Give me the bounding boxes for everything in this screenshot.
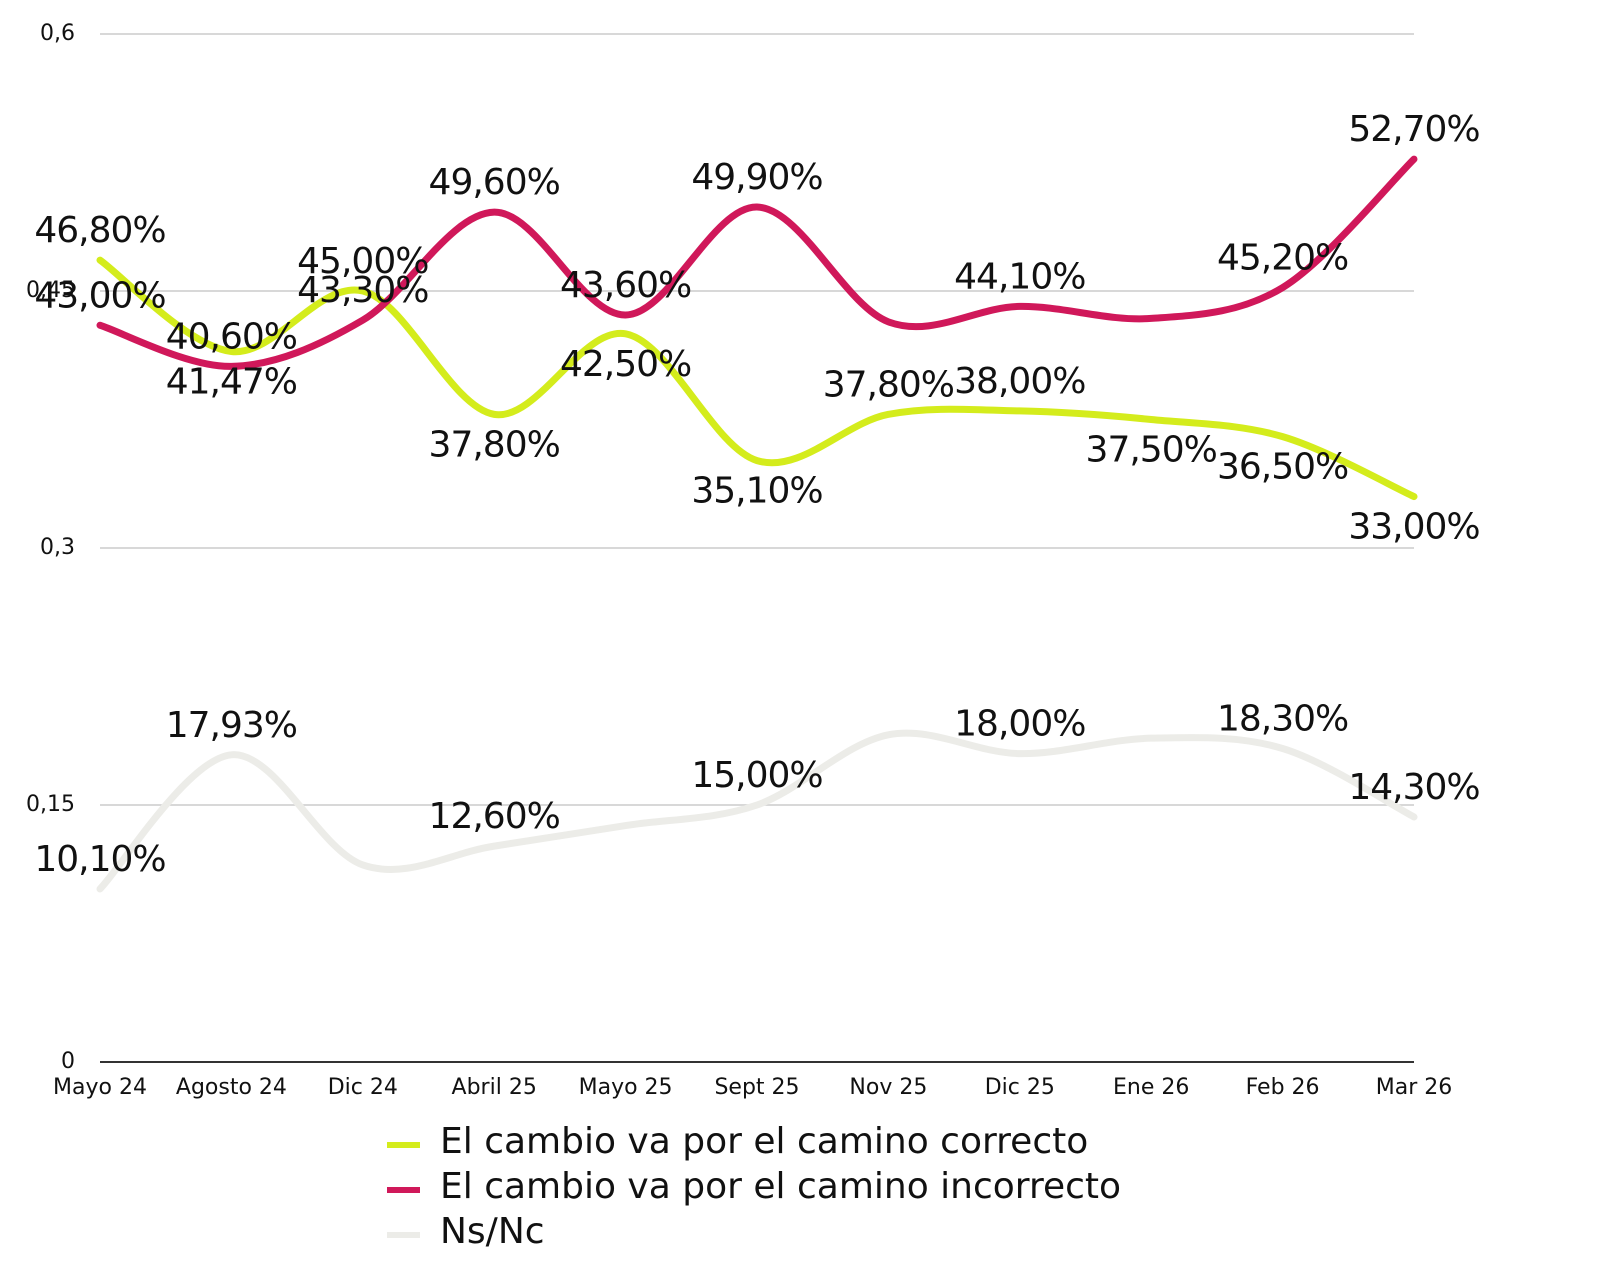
data-label: 37,50% [1086, 430, 1217, 471]
y-tick-label: 0,45 [26, 278, 75, 303]
x-tick-label: Sept 25 [714, 1075, 799, 1100]
data-label: 18,30% [1217, 698, 1348, 739]
x-tick-label: Mayo 24 [53, 1075, 147, 1100]
data-label: 35,10% [691, 471, 822, 512]
legend-label: El cambio va por el camino incorrecto [440, 1166, 1121, 1207]
x-tick-label: Abril 25 [452, 1075, 537, 1100]
data-label: 41,47% [166, 361, 297, 402]
data-label: 12,60% [429, 796, 560, 837]
x-tick-label: Mayo 25 [579, 1075, 673, 1100]
x-tick-label: Feb 26 [1246, 1075, 1320, 1100]
x-tick-label: Nov 25 [849, 1075, 927, 1100]
data-label: 43,60% [560, 265, 691, 306]
data-label: 17,93% [166, 705, 297, 746]
data-label: 52,70% [1348, 109, 1479, 150]
x-tick-label: Agosto 24 [176, 1075, 287, 1100]
y-tick-label: 0,15 [26, 792, 75, 817]
series-line [96, 256, 1418, 501]
y-tick-label: 0,3 [40, 535, 75, 560]
data-label: 49,60% [429, 162, 560, 203]
x-tick-label: Ene 26 [1113, 1075, 1189, 1100]
legend-label: Ns/Nc [440, 1211, 545, 1252]
series-line [96, 729, 1418, 893]
data-label: 43,30% [297, 270, 428, 311]
data-label: 37,80% [823, 364, 954, 405]
data-label: 45,20% [1217, 238, 1348, 279]
data-label: 49,90% [691, 157, 822, 198]
data-label: 38,00% [954, 361, 1085, 402]
data-label: 10,10% [34, 839, 165, 880]
data-label: 40,60% [166, 316, 297, 357]
data-label: 33,00% [1348, 507, 1479, 548]
x-tick-label: Dic 25 [985, 1075, 1055, 1100]
y-tick-label: 0 [61, 1049, 75, 1074]
legend-label: El cambio va por el camino correcto [440, 1121, 1088, 1162]
y-tick-label: 0,6 [40, 21, 75, 46]
data-label: 42,50% [560, 344, 691, 385]
data-label: 36,50% [1217, 447, 1348, 488]
data-label: 45,00% [297, 241, 428, 282]
x-tick-label: Mar 26 [1376, 1075, 1453, 1100]
data-label: 18,00% [954, 704, 1085, 745]
data-label: 37,80% [429, 424, 560, 465]
data-label: 15,00% [691, 755, 822, 796]
data-label: 14,30% [1348, 767, 1479, 808]
data-label: 43,00% [34, 275, 165, 316]
data-label: 44,10% [954, 256, 1085, 297]
data-label: 46,80% [34, 210, 165, 251]
series-line [96, 155, 1418, 370]
x-tick-label: Dic 24 [328, 1075, 398, 1100]
